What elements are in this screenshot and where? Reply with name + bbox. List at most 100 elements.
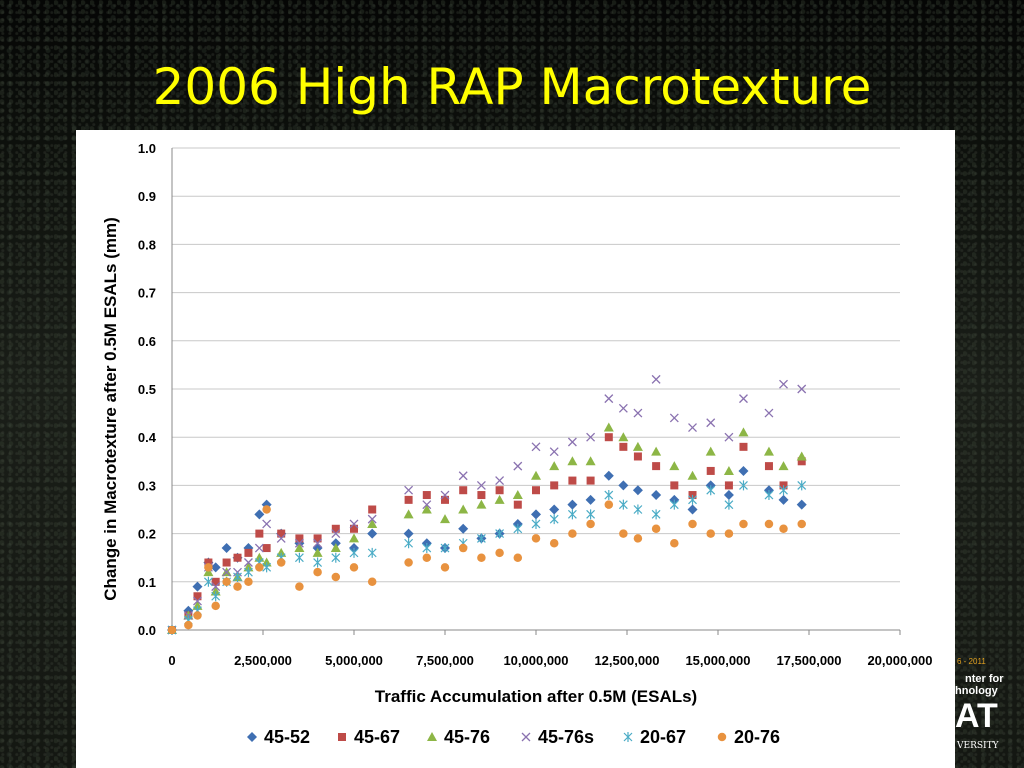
point-45-76s <box>797 384 807 394</box>
point-20-76 <box>233 582 242 591</box>
legend-marker <box>623 732 633 742</box>
point-20-67 <box>633 504 643 515</box>
point-20-76 <box>513 553 523 562</box>
point-45-76 <box>603 422 614 432</box>
point-20-76 <box>651 524 661 534</box>
point-45-67 <box>244 548 253 557</box>
point-45-67 <box>764 462 773 471</box>
point-45-76 <box>778 461 789 471</box>
point-45-52 <box>210 562 221 573</box>
point-20-67 <box>244 567 253 578</box>
point-45-52 <box>192 581 203 592</box>
point-45-52 <box>632 485 643 496</box>
x-tick-label: 20,000,000 <box>867 653 932 668</box>
point-45-52 <box>651 490 662 501</box>
point-20-67 <box>764 490 774 501</box>
legend-marker <box>427 732 437 741</box>
point-45-67 <box>739 442 748 451</box>
university-logo: 6 - 2011 nter for hnology AT VERSITY <box>955 655 1024 768</box>
point-45-67 <box>368 505 377 514</box>
point-20-76 <box>331 572 341 582</box>
point-45-76s <box>222 567 232 577</box>
x-axis-label: Traffic Accumulation after 0.5M (ESALs) <box>375 687 697 706</box>
legend-label: 20-76 <box>734 727 780 747</box>
point-45-76s <box>294 538 304 548</box>
point-45-52 <box>567 499 578 510</box>
point-20-67 <box>651 509 661 520</box>
point-45-67 <box>204 558 213 567</box>
point-45-76 <box>796 451 807 461</box>
logo-line-3: AT <box>955 697 998 735</box>
logo-line-2: hnology <box>955 685 998 697</box>
point-45-76 <box>421 504 432 514</box>
point-45-76s <box>349 519 359 529</box>
point-20-67 <box>706 485 716 496</box>
point-45-67 <box>441 495 449 504</box>
point-20-76 <box>706 529 715 538</box>
point-45-76 <box>458 504 469 514</box>
point-45-76s <box>586 432 596 442</box>
point-20-76 <box>739 519 748 529</box>
point-45-76 <box>705 446 716 456</box>
point-45-76s <box>367 514 377 524</box>
legend-label: 45-52 <box>264 727 310 747</box>
point-45-76s <box>764 408 774 418</box>
point-45-76s <box>458 471 468 481</box>
y-tick-label: 0.6 <box>138 334 156 349</box>
point-45-67 <box>633 452 642 461</box>
point-20-67 <box>440 543 450 554</box>
point-45-52 <box>221 543 232 554</box>
point-45-76 <box>651 446 662 456</box>
point-45-76s <box>243 558 253 567</box>
point-45-76 <box>549 461 560 471</box>
point-45-76 <box>440 514 450 524</box>
point-45-67 <box>568 476 577 485</box>
x-tick-label: 17,500,000 <box>776 653 841 668</box>
x-tick-label: 10,000,000 <box>503 653 568 668</box>
point-45-67 <box>295 534 304 543</box>
point-45-67 <box>550 481 559 490</box>
point-20-67 <box>797 480 807 491</box>
point-45-76s <box>331 529 341 539</box>
point-45-67 <box>513 500 522 509</box>
point-45-76s <box>440 490 450 500</box>
point-20-76 <box>404 558 413 567</box>
point-45-52 <box>738 465 749 476</box>
point-45-76 <box>349 533 359 543</box>
point-20-76 <box>193 611 202 620</box>
point-45-76 <box>403 509 414 519</box>
point-20-76 <box>779 524 788 534</box>
point-20-67 <box>404 538 414 549</box>
point-45-76s <box>669 413 679 423</box>
legend-marker <box>338 733 346 741</box>
y-axis-label: Change in Macrotexture after 0.5M ESALs … <box>101 217 120 601</box>
point-45-76 <box>330 543 341 553</box>
point-45-76s <box>779 379 788 389</box>
legend-label: 45-76s <box>538 727 594 747</box>
point-45-76 <box>294 543 305 553</box>
point-20-67 <box>349 547 359 558</box>
y-tick-label: 0.8 <box>138 237 156 252</box>
point-20-76 <box>204 563 213 572</box>
point-20-76 <box>604 500 614 509</box>
point-45-67 <box>477 491 486 500</box>
point-20-67 <box>688 494 697 505</box>
point-45-76s <box>313 538 323 548</box>
y-tick-label: 0.2 <box>138 527 156 542</box>
point-20-76 <box>255 563 264 572</box>
slide-title: 2006 High RAP Macrotexture <box>152 58 872 116</box>
point-45-76 <box>618 432 629 442</box>
point-20-67 <box>604 490 614 501</box>
point-45-76 <box>669 461 680 471</box>
point-20-67 <box>495 528 505 539</box>
point-20-67 <box>669 499 679 510</box>
point-45-76 <box>512 490 523 500</box>
point-45-67 <box>459 486 468 495</box>
y-tick-label: 1.0 <box>138 141 156 156</box>
point-20-67 <box>739 480 748 491</box>
point-45-67 <box>604 433 613 442</box>
point-20-76 <box>313 567 322 577</box>
point-20-76 <box>670 538 679 548</box>
point-45-52 <box>367 528 378 539</box>
point-45-67 <box>652 462 661 471</box>
